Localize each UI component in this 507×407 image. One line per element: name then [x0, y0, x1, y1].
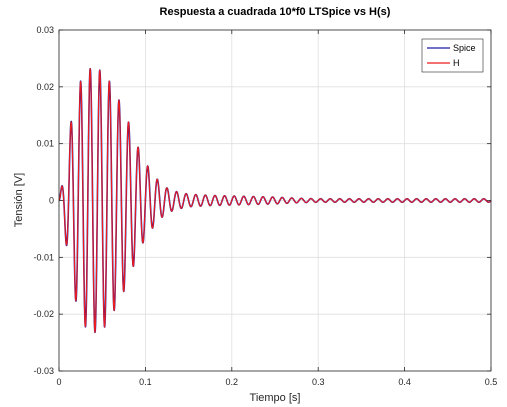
y-tick-label: 0.03 — [36, 25, 54, 35]
legend-box — [421, 38, 484, 73]
y-axis-label: Tensión [V] — [13, 173, 25, 227]
x-axis-tick-labels: 0 0.1 0.2 0.3 0.4 0.5 — [56, 377, 497, 387]
x-tick-label: 0.1 — [139, 377, 152, 387]
y-tick-label: 0 — [49, 196, 54, 206]
x-tick-label: 0.2 — [226, 377, 239, 387]
x-axis-label: Tiempo [s] — [250, 392, 301, 404]
x-tick-label: 0.3 — [312, 377, 325, 387]
x-tick-label: 0 — [56, 377, 61, 387]
x-tick-label: 0.5 — [485, 377, 498, 387]
legend-label-h: H — [453, 58, 460, 68]
axis-ticks — [58, 29, 492, 372]
y-tick-label: 0.02 — [36, 82, 54, 92]
y-tick-label: -0.02 — [33, 309, 54, 319]
y-axis-tick-labels: -0.03 -0.02 -0.01 0 0.01 0.02 0.03 — [33, 25, 54, 376]
plot-area — [58, 29, 492, 372]
y-tick-label: -0.01 — [33, 252, 54, 262]
y-tick-label: 0.01 — [36, 139, 54, 149]
series-layer — [58, 68, 492, 334]
series-line-h — [58, 68, 492, 333]
legend-label-spice: Spice — [453, 43, 476, 53]
chart-title: Respuesta a cuadrada 10*f0 LTSpice vs H(… — [160, 6, 391, 18]
y-tick-label: -0.03 — [33, 366, 54, 376]
x-tick-label: 0.4 — [398, 377, 411, 387]
legend: Spice H — [421, 38, 484, 73]
